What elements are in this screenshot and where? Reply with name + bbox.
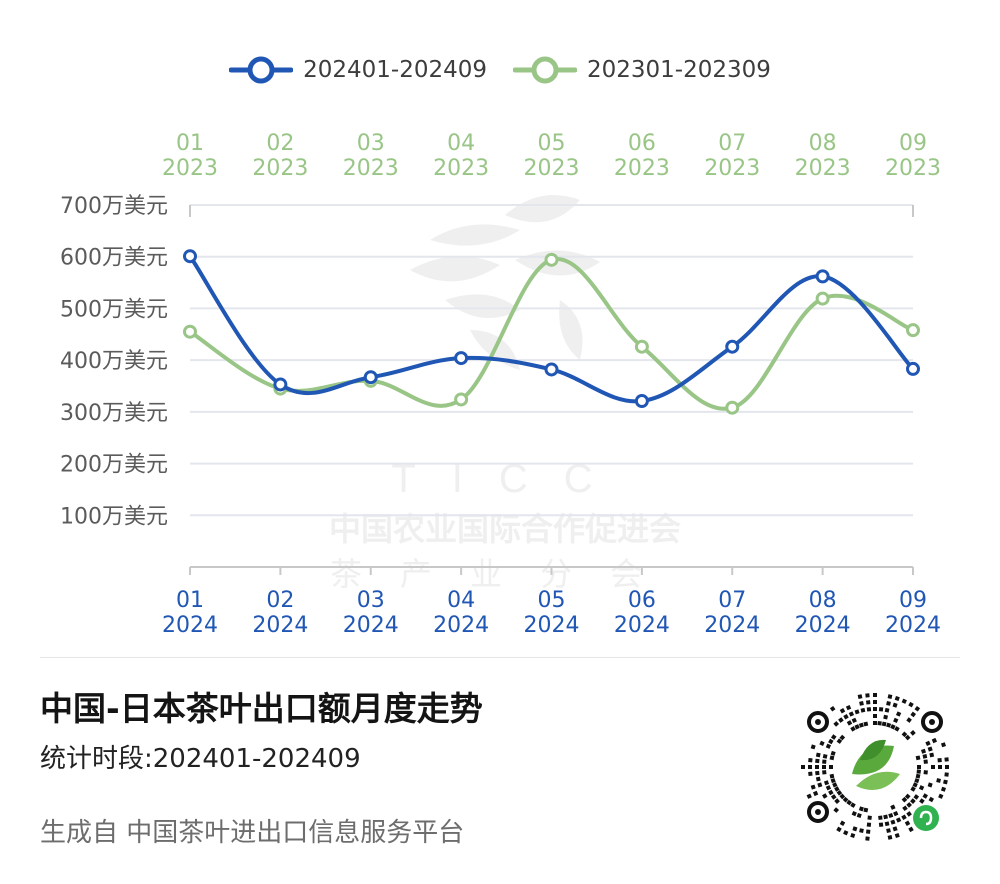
footer-divider bbox=[40, 657, 960, 658]
grid bbox=[189, 204, 914, 575]
legend-item-2024[interactable]: 202401-202409 bbox=[229, 55, 487, 85]
data-point[interactable] bbox=[815, 269, 830, 284]
x-top-tick-label: 02 bbox=[266, 131, 294, 156]
x-axis-top-labels: 0120230220230320230420230520230620230720… bbox=[162, 131, 941, 181]
data-point[interactable] bbox=[363, 370, 378, 385]
y-tick-label: 200万美元 bbox=[60, 453, 168, 478]
x-bottom-tick-label: 02 bbox=[266, 588, 294, 613]
data-point[interactable] bbox=[815, 291, 830, 306]
x-bottom-tick-label: 2024 bbox=[162, 613, 218, 638]
x-bottom-tick-label: 09 bbox=[899, 588, 927, 613]
data-point[interactable] bbox=[906, 361, 920, 376]
series-line-202401-202409 bbox=[188, 254, 915, 404]
watermark-line2: 茶产业分会 bbox=[330, 555, 680, 593]
x-bottom-tick-label: 03 bbox=[357, 588, 385, 613]
data-point[interactable] bbox=[183, 324, 197, 339]
y-tick-label: 300万美元 bbox=[60, 401, 168, 426]
legend-item-2023[interactable]: 202301-202309 bbox=[513, 55, 771, 85]
tea-leaf-logo-icon bbox=[852, 739, 900, 790]
legend: 202401-202409 202301-202309 bbox=[0, 48, 1000, 92]
data-point[interactable] bbox=[454, 392, 469, 407]
y-tick-label: 500万美元 bbox=[60, 297, 168, 322]
data-point[interactable] bbox=[634, 393, 649, 408]
data-point[interactable] bbox=[634, 339, 649, 354]
x-bottom-tick-label: 2024 bbox=[343, 613, 399, 638]
y-tick-label: 700万美元 bbox=[60, 194, 168, 219]
x-top-tick-label: 2023 bbox=[252, 156, 308, 181]
x-bottom-tick-label: 06 bbox=[628, 588, 656, 613]
x-bottom-tick-label: 07 bbox=[718, 588, 746, 613]
data-point[interactable] bbox=[906, 323, 920, 338]
x-bottom-tick-label: 2024 bbox=[614, 613, 670, 638]
x-top-tick-label: 04 bbox=[447, 131, 475, 156]
legend-label-2024: 202401-202409 bbox=[303, 57, 487, 83]
x-top-tick-label: 2023 bbox=[614, 156, 670, 181]
data-point[interactable] bbox=[183, 249, 197, 264]
legend-label-2023: 202301-202309 bbox=[587, 57, 771, 83]
x-bottom-tick-label: 2024 bbox=[885, 613, 941, 638]
chart-source: 生成自 中国茶叶进出口信息服务平台 bbox=[40, 818, 465, 848]
data-point[interactable] bbox=[544, 362, 559, 377]
x-bottom-tick-label: 05 bbox=[538, 588, 566, 613]
x-top-tick-label: 2023 bbox=[524, 156, 580, 181]
x-top-tick-label: 07 bbox=[718, 131, 746, 156]
y-tick-label: 600万美元 bbox=[60, 246, 168, 271]
data-point[interactable] bbox=[544, 252, 559, 267]
x-bottom-tick-label: 2024 bbox=[433, 613, 489, 638]
series-lines bbox=[183, 249, 920, 415]
x-bottom-tick-label: 2024 bbox=[795, 613, 851, 638]
x-top-tick-label: 08 bbox=[809, 131, 837, 156]
x-top-tick-label: 06 bbox=[628, 131, 656, 156]
watermark: TICC 中国农业国际合作促进会 茶产业分会 bbox=[329, 195, 681, 593]
x-top-tick-label: 2023 bbox=[704, 156, 760, 181]
x-top-tick-label: 2023 bbox=[343, 156, 399, 181]
chart-area: TICC 中国农业国际合作促进会 茶产业分会 100万美元 200万美元 300万美… bbox=[60, 131, 941, 638]
y-tick-label: 400万美元 bbox=[60, 349, 168, 374]
data-point[interactable] bbox=[725, 400, 740, 415]
y-tick-label: 100万美元 bbox=[60, 504, 168, 529]
x-top-tick-label: 2023 bbox=[795, 156, 851, 181]
watermark-logo-icon bbox=[410, 195, 600, 370]
x-top-tick-label: 2023 bbox=[433, 156, 489, 181]
x-top-tick-label: 05 bbox=[538, 131, 566, 156]
x-axis-bottom-labels: 0120240220240320240420240520240620240720… bbox=[162, 588, 941, 638]
watermark-line1: 中国农业国际合作促进会 bbox=[329, 510, 681, 548]
legend-marker-blue bbox=[229, 56, 294, 84]
legend-marker-green bbox=[513, 56, 577, 84]
chart-period: 统计时段:202401-202409 bbox=[40, 744, 361, 774]
x-bottom-tick-label: 08 bbox=[809, 588, 837, 613]
x-top-tick-label: 01 bbox=[176, 131, 204, 156]
x-top-tick-label: 03 bbox=[357, 131, 385, 156]
data-point[interactable] bbox=[273, 377, 288, 392]
data-point[interactable] bbox=[725, 339, 740, 354]
x-bottom-tick-label: 04 bbox=[447, 588, 475, 613]
x-top-tick-label: 2023 bbox=[162, 156, 218, 181]
x-bottom-tick-label: 2024 bbox=[524, 613, 580, 638]
y-axis-labels: 100万美元 200万美元 300万美元 400万美元 500万美元 600万美元 700万… bbox=[60, 194, 168, 529]
data-point[interactable] bbox=[454, 351, 469, 366]
x-top-tick-label: 09 bbox=[899, 131, 927, 156]
x-top-tick-label: 2023 bbox=[885, 156, 941, 181]
x-bottom-tick-label: 01 bbox=[176, 588, 204, 613]
chart-title: 中国-日本茶叶出口额月度走势 bbox=[40, 689, 483, 728]
x-bottom-tick-label: 2024 bbox=[252, 613, 308, 638]
x-bottom-tick-label: 2024 bbox=[704, 613, 760, 638]
mini-program-qr-code-icon[interactable] bbox=[790, 682, 960, 852]
